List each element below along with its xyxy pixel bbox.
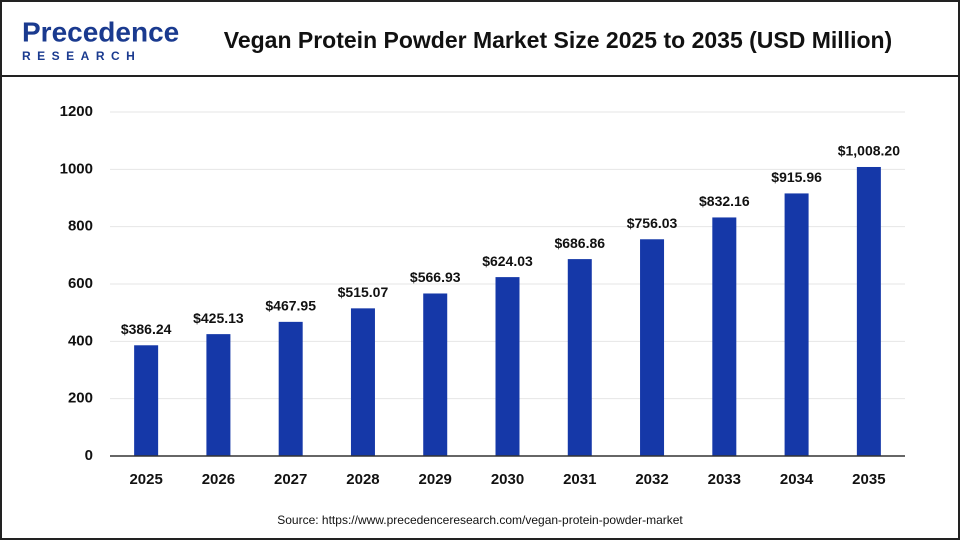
value-label: $832.16 bbox=[699, 193, 750, 209]
y-tick-label: 200 bbox=[68, 390, 93, 407]
x-tick-label: 2025 bbox=[129, 471, 162, 488]
value-label: $624.03 bbox=[482, 253, 533, 269]
y-tick-label: 400 bbox=[68, 332, 93, 349]
value-label: $467.95 bbox=[265, 298, 316, 314]
bar bbox=[784, 193, 809, 456]
bar bbox=[278, 321, 303, 456]
value-label: $566.93 bbox=[410, 269, 461, 285]
bar bbox=[856, 166, 881, 456]
value-label: $1,008.20 bbox=[838, 143, 900, 159]
bar bbox=[134, 345, 159, 456]
y-tick-label: 0 bbox=[85, 447, 93, 464]
value-label: $915.96 bbox=[771, 169, 822, 185]
y-tick-label: 1000 bbox=[60, 160, 93, 177]
chart-title: Vegan Protein Powder Market Size 2025 to… bbox=[224, 27, 892, 53]
bar bbox=[495, 277, 520, 456]
value-label: $386.24 bbox=[121, 321, 172, 337]
y-tick-label: 600 bbox=[68, 275, 93, 292]
bar bbox=[423, 293, 448, 456]
bar bbox=[712, 217, 737, 456]
x-tick-label: 2034 bbox=[780, 471, 814, 488]
x-tick-label: 2032 bbox=[635, 471, 668, 488]
x-tick-label: 2026 bbox=[202, 471, 235, 488]
y-tick-label: 800 bbox=[68, 218, 93, 235]
bar bbox=[350, 308, 375, 456]
logo: Precedence bbox=[22, 16, 179, 47]
source: Source: https://www.precedenceresearch.c… bbox=[277, 513, 683, 527]
value-label: $425.13 bbox=[193, 310, 244, 326]
value-label: $756.03 bbox=[627, 215, 678, 231]
x-tick-label: 2030 bbox=[491, 471, 524, 488]
logo-sub: RESEARCH bbox=[22, 49, 141, 63]
bar bbox=[567, 259, 592, 456]
x-tick-label: 2033 bbox=[708, 471, 741, 488]
value-label: $686.86 bbox=[554, 235, 605, 251]
x-tick-label: 2029 bbox=[419, 471, 452, 488]
x-tick-label: 2027 bbox=[274, 471, 307, 488]
bar bbox=[640, 239, 665, 456]
x-tick-label: 2028 bbox=[346, 471, 379, 488]
y-tick-label: 1200 bbox=[60, 103, 93, 120]
x-tick-label: 2031 bbox=[563, 471, 596, 488]
bar bbox=[206, 334, 231, 456]
x-tick-label: 2035 bbox=[852, 471, 885, 488]
value-label: $515.07 bbox=[338, 284, 389, 300]
